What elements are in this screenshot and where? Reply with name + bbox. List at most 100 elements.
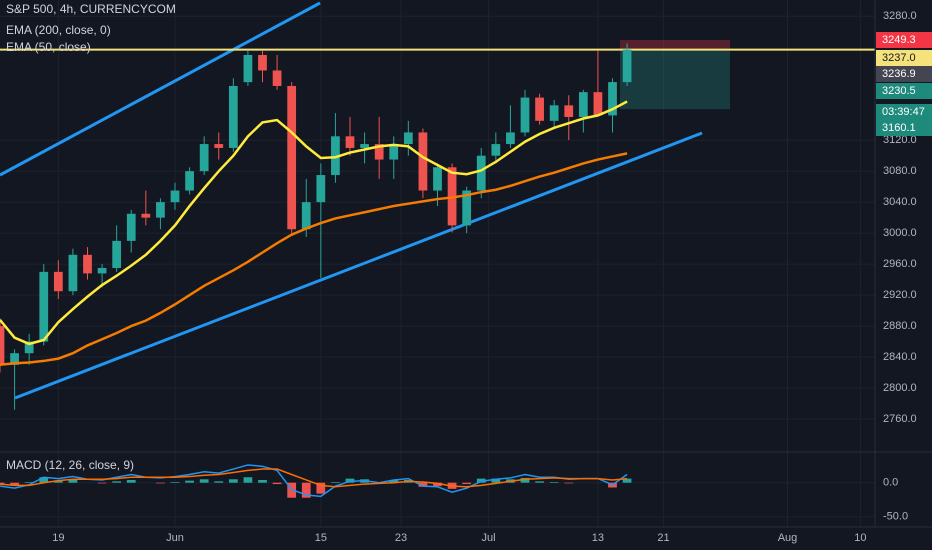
y-tick-label: 2880.0 [883, 320, 917, 332]
histogram-bar [10, 482, 19, 486]
candle-body [520, 97, 530, 133]
candle-body [83, 254, 92, 274]
y-tick-label: 3280.0 [883, 10, 917, 22]
histogram-bar [126, 479, 136, 483]
price-badge-label: 3230.5 [882, 85, 916, 97]
x-tick-label: 21 [657, 532, 669, 544]
stop-zone [620, 40, 730, 50]
candle-body [10, 353, 19, 365]
histogram-bar [491, 478, 501, 483]
x-tick-label: 10 [854, 532, 866, 544]
candle-body [608, 82, 617, 116]
trend-line[interactable] [14, 131, 703, 400]
candle-body [593, 92, 603, 116]
trend-line[interactable] [0, 1, 321, 177]
candle-body [549, 105, 559, 121]
histogram-bar [199, 479, 209, 483]
histogram-bar [272, 482, 282, 485]
candle-body [433, 167, 442, 191]
histogram-bar [258, 479, 267, 483]
legend-entry: EMA (50, close) [6, 40, 91, 54]
y-tick-label: 3040.0 [883, 196, 917, 208]
histogram-bar [185, 480, 194, 483]
y-tick-label: 2840.0 [883, 351, 917, 363]
candle-body [199, 144, 209, 172]
candle-body [345, 136, 355, 148]
histogram-bar [112, 481, 122, 483]
candle-body [506, 132, 515, 145]
histogram-bar [53, 480, 63, 483]
candle-body [156, 202, 165, 218]
x-tick-label: Aug [778, 532, 798, 544]
candle-body [462, 190, 472, 226]
candle-body [564, 105, 574, 117]
candle-body [316, 175, 326, 203]
histogram-bar [24, 482, 34, 483]
target-zone [620, 49, 730, 110]
signal-line [0, 468, 628, 488]
candle-body [24, 341, 34, 354]
candle-body [389, 144, 399, 160]
price-badge [876, 83, 932, 99]
candle-body [112, 240, 122, 268]
x-tick-label: 19 [52, 532, 64, 544]
histogram-bar [68, 479, 78, 483]
histogram-bar [316, 482, 326, 494]
price-badge-label: 3236.9 [882, 68, 916, 80]
candle-body [185, 171, 194, 191]
candle-body [228, 85, 238, 148]
histogram-bar [462, 482, 472, 485]
y-tick-label: 2920.0 [883, 289, 917, 301]
candle-body [243, 54, 253, 83]
candle-body [331, 136, 340, 176]
candle-body [68, 254, 78, 292]
ema-line [0, 100, 628, 346]
histogram-bar [418, 482, 428, 487]
price-badge [876, 66, 932, 82]
histogram-bar [39, 477, 49, 483]
legend-entry: EMA (200, close, 0) [6, 23, 111, 37]
axes: 19 Jun 15 23 Jul 13 21 Aug 10 3280.0 3120.0 3080.0 3… [52, 10, 932, 544]
candle-body [287, 85, 297, 230]
x-tick-label: 15 [315, 532, 327, 544]
histogram-bar [97, 482, 107, 484]
candle-body [170, 190, 180, 203]
candle-body [403, 132, 413, 145]
histogram-bar [243, 477, 253, 483]
candle-body [53, 271, 63, 292]
x-tick-label: Jul [482, 532, 496, 544]
candle-body [491, 144, 501, 156]
histogram-bar [389, 479, 399, 483]
candle-body [301, 202, 311, 230]
price-badge [876, 50, 932, 66]
y-tick-label: -50.0 [883, 511, 908, 523]
candle-body [374, 144, 384, 160]
candle-body [272, 70, 282, 86]
candle-body [141, 213, 151, 218]
histogram-bar [535, 481, 544, 483]
y-tick-label: 3120.0 [883, 134, 917, 146]
countdown-badge [876, 104, 932, 120]
histogram-bar [228, 479, 238, 483]
candle-body [418, 132, 428, 191]
candle-body [126, 213, 136, 241]
candle-body [622, 49, 632, 83]
y-tick-label: 2960.0 [883, 258, 917, 270]
plot [0, 40, 875, 498]
y-tick-label: 3080.0 [883, 165, 917, 177]
histogram-bar [156, 482, 165, 484]
histogram-bar [549, 482, 559, 483]
candle-body [258, 54, 267, 71]
histogram-bar [622, 478, 632, 483]
y-tick-label: 2760.0 [883, 413, 917, 425]
candle-body [476, 155, 486, 191]
histogram-bar [170, 482, 180, 483]
candle-body [360, 144, 369, 148]
histogram-bar [564, 482, 574, 484]
candle-body [0, 326, 5, 365]
histogram-bar [331, 482, 340, 483]
candle-body [535, 97, 544, 121]
y-tick-label: 2800.0 [883, 382, 917, 394]
price-badge-label: 3160.1 [882, 122, 916, 134]
